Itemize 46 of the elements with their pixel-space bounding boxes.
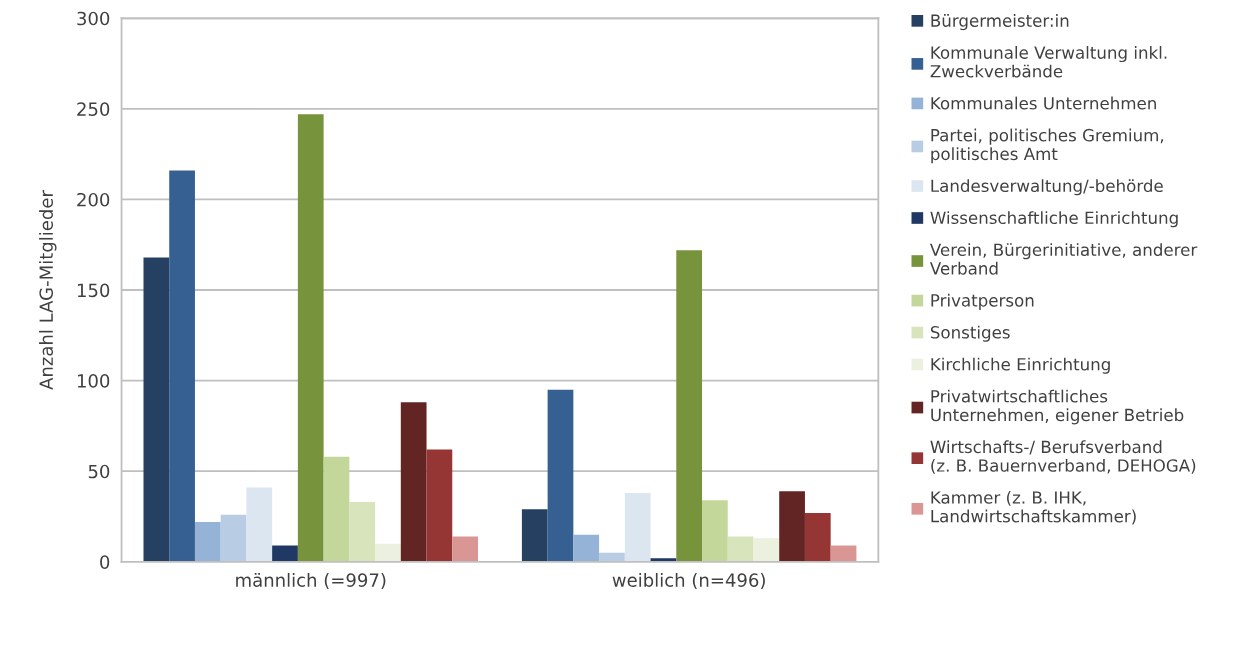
y-tick-label: 200 [77,192,110,207]
legend-label: Wirtschafts-/ Berufsverband (z. B. Bauernverband, DEHOGA) [930,440,1196,474]
bar [624,492,651,562]
bar [779,491,805,562]
legend-label: Kammer (z. B. IHK, Landwirtschaftskammer) [931,490,1136,525]
bar [804,512,831,562]
bar [400,402,427,562]
bar [297,114,324,562]
legend-label: Partei, politisches Gremium, politisches Amt [931,128,1164,164]
x-tick-label: männlich (=997) [236,572,386,590]
bar [702,500,728,562]
bar [753,538,780,562]
bar [349,502,376,562]
y-tick-label: 250 [77,102,110,116]
bar [573,534,600,562]
x-tick-label: weiblich (n=496) [612,572,765,590]
legend-label: Landesverwaltung/-behörde [931,179,1163,196]
y-tick-label: 150 [77,283,110,298]
legend-label: Bürgermeister:in [931,14,1069,31]
legend-label: Sonstiges [930,325,1010,342]
y-tick-label: 100 [77,374,110,388]
bar [521,509,548,562]
bar [194,521,221,562]
legend-label: Kommunales Unternehmen [931,96,1156,110]
bar [220,514,247,562]
bar [676,250,703,562]
bar [246,487,273,562]
bar [323,456,350,562]
legend-label: Verein, Bürgerinitiative, anderer Verband [929,243,1198,275]
legend-label: Kommunale Verwaltung inkl. Zweckverbände [930,45,1167,78]
bar [375,543,401,562]
bar [547,389,574,562]
bar [727,536,754,562]
y-axis-title: Anzahl LAG-Mitglieder [39,190,57,390]
bar [452,536,478,562]
legend-label: Kirchliche Einrichtung [931,357,1110,374]
bar [169,170,195,562]
bar [426,449,453,562]
legend-label: Wissenschaftliche Einrichtung [930,211,1178,228]
legend-label: Privatperson [931,293,1034,310]
legend-label: Privatwirtschaftliches Unternehmen, eigener Betrieb [931,389,1184,425]
bar [272,545,298,562]
y-tick-label: 0 [100,555,110,569]
bar [143,257,170,562]
y-tick-label: 300 [77,11,110,26]
y-tick-label: 50 [88,464,110,479]
